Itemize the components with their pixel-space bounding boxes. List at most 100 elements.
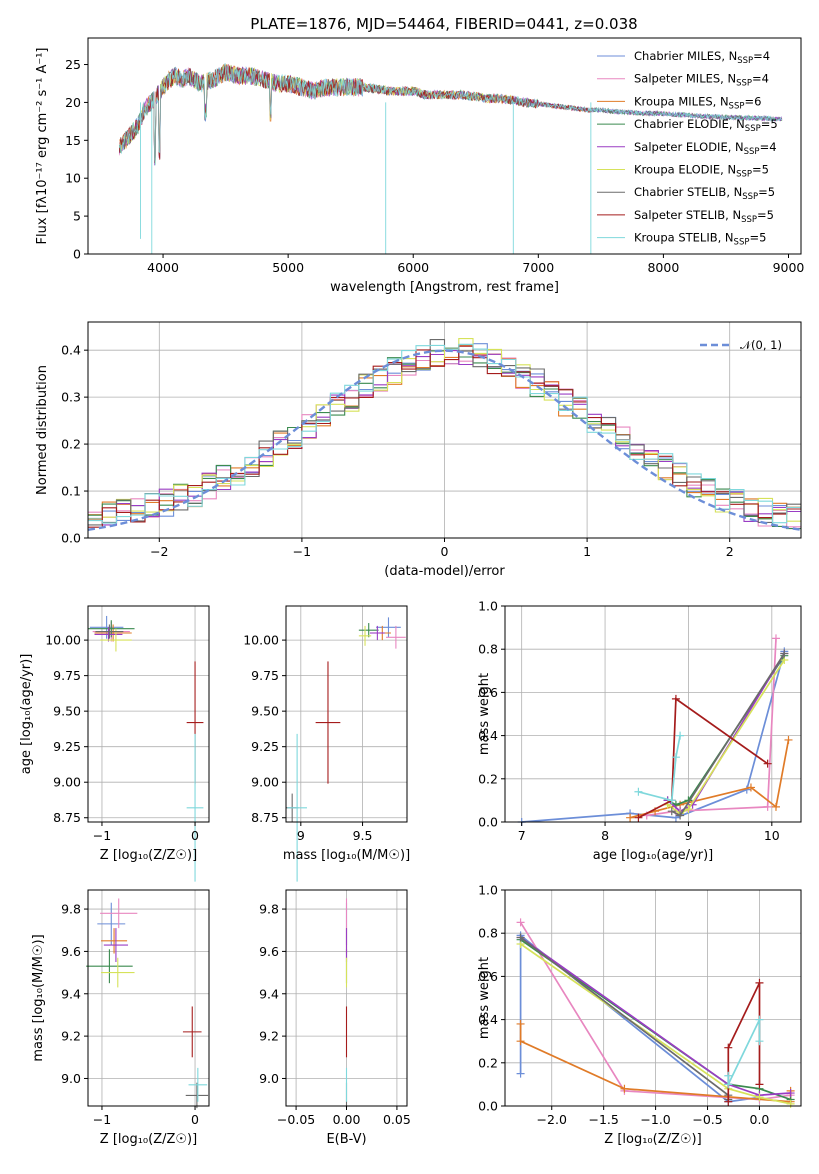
x-tick-label: 10 (764, 828, 780, 843)
y-tick-label: 9.2 (61, 1029, 81, 1044)
x-tick-label: −1.0 (640, 1112, 670, 1127)
series-marker (724, 1071, 733, 1080)
y-tick-label: 9.75 (251, 668, 279, 683)
panel-mass-vs-z: −1 0 9.0 9.2 9.4 9.6 9.8 Z [log₁₀(Z/Z☉)] mass [l… (31, 889, 210, 1147)
x-tick-label: 6000 (397, 260, 429, 275)
x-tick-label: 0 (191, 1112, 199, 1127)
y-tick-label: 9.0 (61, 1071, 81, 1086)
legend-entry: Kroupa MILES, NSSP=6 (634, 94, 761, 111)
series-marker (634, 813, 643, 822)
x-tick-label: 7 (518, 828, 526, 843)
legend-entry: Chabrier ELODIE, NSSP=5 (634, 117, 778, 134)
series-marker (755, 1080, 764, 1089)
x-axis-label: Z [log₁₀(Z/Z☉)] (100, 1132, 197, 1147)
panel-residuals: −2 −1 0 1 2 0.0 0.1 0.2 0.3 0.4 (data-model)/error… (35, 321, 802, 579)
legend-entry: Salpeter MILES, NSSP=4 (634, 72, 769, 89)
series-line-salpeter-miles (519, 921, 791, 1101)
plot-area-mass-vs-z (86, 898, 209, 1109)
y-tick-label: 0.0 (478, 815, 498, 830)
y-tick-label: 0.6 (478, 685, 498, 700)
y-tick-label: 0.2 (478, 1055, 498, 1070)
series-marker (516, 1037, 525, 1046)
y-tick-label: 0 (73, 247, 81, 262)
legend-entry: Kroupa ELODIE, NSSP=5 (634, 163, 769, 180)
series-line-kroupa-elodie (667, 659, 786, 815)
axes-frame (87, 889, 210, 1107)
series-marker (746, 783, 755, 792)
series-line-salpeter-miles (646, 638, 777, 817)
series-marker (676, 731, 685, 740)
y-tick-label: 9.4 (61, 986, 81, 1001)
y-axis-label: mass [log₁₀(M/M☉)] (31, 934, 46, 1061)
series-marker (755, 1093, 764, 1102)
y-tick-label: 9.4 (259, 986, 279, 1001)
y-tick-label: 9.6 (259, 944, 279, 959)
x-tick-label: 4000 (147, 260, 179, 275)
panel-mass-weight-vs-z: −2.0 −1.5 −1.0 −0.5 0.0 0.0 0.2 0.4 0.6 0.8 1.0 Z [… (477, 883, 802, 1147)
series-marker (724, 1043, 733, 1052)
panel-age-vs-z: −1 0 8.75 9.00 9.25 9.50 9.75 10.00 Z [log₁₀(Z/Z… (19, 605, 210, 882)
series-line-salpeter-elodie (667, 653, 786, 813)
series-line-kroupa-miles (629, 739, 790, 819)
series-marker (771, 802, 780, 811)
y-axis-label: Normed distribution (35, 365, 50, 495)
y-tick-label: 0.2 (61, 437, 81, 452)
axes-frame (285, 605, 408, 823)
series-line-salpeter-elodie (520, 936, 791, 1097)
x-tick-label: 9 (684, 828, 692, 843)
series-marker (667, 807, 676, 816)
y-axis-label: mass weight (477, 673, 492, 755)
x-tick-label: −1.5 (588, 1112, 618, 1127)
axes-frame (87, 605, 210, 823)
x-axis-label: wavelength [Angstrom, rest frame] (330, 280, 559, 295)
series-marker (671, 753, 680, 762)
plot-area-residuals (87, 338, 802, 531)
y-tick-label: 0.8 (478, 642, 498, 657)
y-tick-label: 9.00 (251, 775, 279, 790)
y-tick-label: 0.2 (478, 771, 498, 786)
x-tick-label: 9.5 (353, 828, 373, 843)
plot-area-spectrum (118, 62, 783, 254)
x-tick-label: 5000 (272, 260, 304, 275)
normal-reference-curve (87, 349, 802, 531)
y-tick-label: 0.6 (478, 969, 498, 984)
series-marker (676, 811, 685, 820)
y-tick-label: 0.0 (61, 531, 81, 546)
y-tick-label: 0.0 (478, 1099, 498, 1114)
y-tick-label: 5 (73, 209, 81, 224)
y-tick-label: 9.2 (259, 1029, 279, 1044)
y-tick-label: 15 (65, 133, 81, 148)
x-tick-label: −2.0 (537, 1112, 567, 1127)
plot-area-age-vs-z (88, 615, 204, 882)
x-tick-label: −0.05 (277, 1112, 315, 1127)
x-axis-label: mass [log₁₀(M/M☉)] (283, 848, 410, 863)
spectrum-line-kroupa-stelib (118, 62, 783, 166)
legend: Chabrier MILES, NSSP=4 Salpeter MILES, NS… (597, 49, 778, 248)
series-marker (771, 634, 780, 643)
series-marker (724, 1080, 733, 1089)
x-tick-label: 2 (726, 544, 734, 559)
series-marker (755, 1037, 764, 1046)
x-axis-label: Z [log₁₀(Z/Z☉)] (100, 848, 197, 863)
x-tick-label: −1 (93, 1112, 111, 1127)
y-tick-label: 9.6 (61, 944, 81, 959)
y-tick-label: 9.8 (61, 902, 81, 917)
x-tick-label: −1 (93, 828, 111, 843)
x-axis-label: Z [log₁₀(Z/Z☉)] (604, 1132, 701, 1147)
series-marker (620, 1084, 629, 1093)
histogram-kroupa-stelib (88, 343, 801, 524)
y-tick-label: 9.8 (259, 902, 279, 917)
series-marker (634, 787, 643, 796)
series-marker (763, 759, 772, 768)
y-tick-label: 25 (65, 57, 81, 72)
x-tick-label: 0.05 (383, 1112, 411, 1127)
reference-legend-label: 𝒩(0, 1) (740, 338, 782, 352)
plot-area-mass-weight-vs-age (517, 634, 793, 826)
y-tick-label: 9.50 (251, 704, 279, 719)
y-tick-label: 0.8 (478, 926, 498, 941)
plot-area-age-vs-mass (286, 617, 406, 882)
series-marker (755, 978, 764, 987)
legend-entry: Salpeter ELODIE, NSSP=4 (634, 140, 777, 157)
x-tick-label: 0 (191, 828, 199, 843)
y-tick-label: 1.0 (478, 599, 498, 614)
